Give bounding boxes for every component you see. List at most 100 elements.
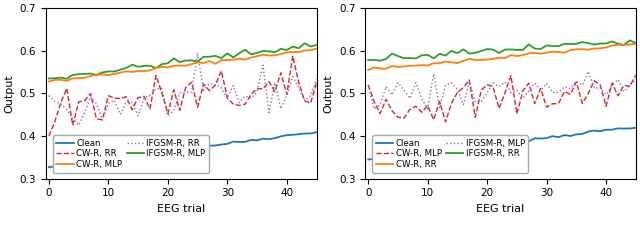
- Clean: [454, 148, 461, 151]
- CW-R, RR: [620, 44, 628, 46]
- Clean: [590, 129, 598, 132]
- CW-R, MLP: [129, 71, 136, 73]
- Clean: [259, 137, 267, 140]
- Line: CW-R, MLP: CW-R, MLP: [368, 75, 636, 122]
- Clean: [158, 152, 166, 154]
- IFGSM-R, RR: [495, 52, 503, 54]
- Clean: [620, 127, 628, 130]
- IFGSM-R, RR: [265, 111, 273, 114]
- CW-R, MLP: [93, 74, 100, 76]
- CW-R, RR: [176, 109, 184, 112]
- CW-R, MLP: [51, 79, 59, 81]
- IFGSM-R, MLP: [158, 63, 166, 65]
- Clean: [295, 133, 303, 136]
- IFGSM-R, RR: [454, 52, 461, 55]
- Clean: [376, 157, 384, 159]
- X-axis label: EEG trial: EEG trial: [476, 204, 525, 214]
- CW-R, RR: [406, 64, 413, 67]
- Clean: [200, 146, 207, 149]
- Line: IFGSM-R, RR: IFGSM-R, RR: [49, 53, 317, 125]
- CW-R, RR: [81, 99, 88, 102]
- CW-R, RR: [495, 56, 503, 59]
- CW-R, RR: [430, 62, 438, 65]
- CW-R, RR: [289, 55, 296, 57]
- Clean: [129, 156, 136, 159]
- IFGSM-R, MLP: [212, 55, 220, 57]
- CW-R, RR: [376, 67, 384, 70]
- Clean: [548, 135, 556, 138]
- CW-R, MLP: [566, 93, 574, 96]
- IFGSM-R, RR: [590, 43, 598, 46]
- CW-R, MLP: [241, 58, 249, 61]
- CW-R, RR: [626, 43, 634, 46]
- IFGSM-R, RR: [400, 57, 408, 60]
- IFGSM-R, MLP: [543, 82, 550, 85]
- IFGSM-R, MLP: [259, 50, 267, 52]
- CW-R, MLP: [194, 61, 202, 64]
- IFGSM-R, MLP: [489, 81, 497, 84]
- CW-R, MLP: [146, 69, 154, 72]
- IFGSM-R, RR: [63, 108, 70, 111]
- CW-R, RR: [134, 96, 142, 99]
- IFGSM-R, RR: [632, 42, 639, 44]
- CW-R, MLP: [301, 49, 308, 52]
- CW-R, MLP: [111, 73, 118, 75]
- IFGSM-R, MLP: [454, 88, 461, 91]
- Clean: [436, 149, 444, 152]
- IFGSM-R, RR: [555, 45, 563, 47]
- IFGSM-R, RR: [596, 42, 604, 45]
- CW-R, RR: [146, 107, 154, 110]
- CW-R, MLP: [116, 71, 124, 74]
- IFGSM-R, MLP: [573, 80, 580, 83]
- CW-R, RR: [454, 62, 461, 64]
- Line: CW-R, RR: CW-R, RR: [49, 56, 317, 136]
- IFGSM-R, MLP: [525, 90, 532, 92]
- Clean: [86, 160, 94, 163]
- CW-R, MLP: [45, 80, 52, 83]
- IFGSM-R, MLP: [364, 84, 372, 86]
- IFGSM-R, RR: [406, 57, 413, 59]
- IFGSM-R, MLP: [122, 67, 130, 69]
- CW-R, RR: [472, 59, 479, 61]
- CW-R, MLP: [218, 59, 225, 62]
- Line: IFGSM-R, RR: IFGSM-R, RR: [368, 40, 636, 61]
- IFGSM-R, RR: [236, 101, 243, 104]
- Clean: [364, 158, 372, 161]
- IFGSM-R, RR: [477, 50, 485, 52]
- CW-R, MLP: [394, 116, 402, 119]
- IFGSM-R, MLP: [182, 59, 189, 62]
- Clean: [632, 126, 639, 129]
- CW-R, MLP: [223, 59, 231, 61]
- IFGSM-R, MLP: [81, 73, 88, 75]
- CW-R, MLP: [205, 60, 213, 62]
- CW-R, MLP: [590, 79, 598, 82]
- IFGSM-R, MLP: [236, 52, 243, 55]
- IFGSM-R, RR: [602, 42, 610, 45]
- CW-R, RR: [548, 50, 556, 53]
- CW-R, MLP: [86, 75, 94, 77]
- IFGSM-R, RR: [116, 113, 124, 116]
- IFGSM-R, MLP: [394, 81, 402, 84]
- IFGSM-R, MLP: [295, 47, 303, 50]
- CW-R, MLP: [543, 106, 550, 109]
- CW-R, RR: [99, 118, 106, 121]
- CW-R, RR: [590, 47, 598, 50]
- Clean: [388, 156, 396, 158]
- IFGSM-R, RR: [57, 103, 65, 105]
- CW-R, MLP: [283, 51, 291, 54]
- Clean: [134, 154, 142, 157]
- IFGSM-R, RR: [412, 57, 420, 60]
- IFGSM-R, RR: [376, 59, 384, 62]
- CW-R, MLP: [447, 102, 455, 104]
- Clean: [495, 142, 503, 145]
- CW-R, MLP: [364, 84, 372, 86]
- IFGSM-R, MLP: [579, 84, 586, 86]
- IFGSM-R, MLP: [537, 89, 545, 92]
- Clean: [289, 134, 296, 136]
- Clean: [501, 140, 509, 143]
- CW-R, MLP: [460, 86, 467, 89]
- IFGSM-R, RR: [289, 75, 296, 78]
- CW-R, RR: [436, 62, 444, 65]
- CW-R, RR: [307, 102, 314, 105]
- IFGSM-R, RR: [158, 87, 166, 90]
